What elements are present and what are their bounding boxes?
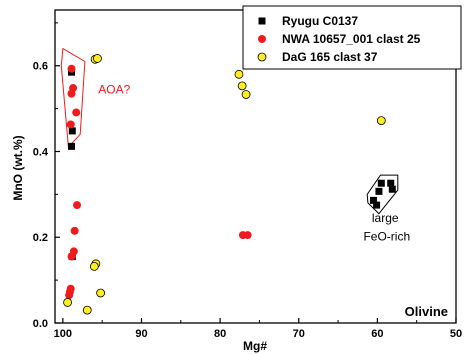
circle-marker: [72, 108, 81, 117]
y-tick-label: 0.4: [33, 146, 49, 158]
legend-box: [242, 5, 462, 70]
annotation-label: FeO-rich: [363, 230, 410, 244]
data-points: [63, 54, 396, 315]
enclosure-outline: [60, 47, 86, 149]
x-tick-label: 60: [371, 328, 383, 340]
y-tick-label: 0.6: [33, 61, 48, 73]
square-marker: [375, 187, 383, 195]
x-tick-label: 50: [450, 328, 462, 340]
circle-marker: [66, 120, 75, 129]
circle-marker: [93, 54, 102, 63]
legend-square-marker: [258, 17, 266, 25]
annotation-label: AOA?: [98, 83, 130, 97]
x-tick-label: 100: [54, 328, 72, 340]
legend-circle-marker: [257, 52, 267, 62]
y-tick-label: 0.0: [33, 318, 48, 330]
axis-ticks: 100 90 80 70 60 50 0.0 0.2 0.4 0.6: [33, 22, 462, 340]
legend-circle-marker: [258, 35, 266, 43]
circle-marker: [237, 81, 247, 91]
x-axis-label: Mg#: [243, 339, 267, 353]
square-marker: [68, 127, 76, 135]
circle-marker: [241, 90, 251, 99]
enclosure-outline: [366, 174, 399, 215]
circle-marker: [89, 262, 99, 271]
circle-marker: [243, 231, 252, 240]
legend-entry-label: DaG 165 clast 37: [282, 50, 378, 64]
circle-marker: [73, 201, 82, 210]
corner-label: Olivine: [405, 304, 448, 319]
x-tick-label: 80: [214, 328, 226, 340]
y-tick-label: 0.2: [33, 232, 48, 244]
square-marker: [373, 201, 381, 209]
x-tick-label: 70: [293, 328, 305, 340]
circle-marker: [376, 116, 386, 126]
circle-marker: [234, 69, 244, 79]
legend-entry-label: Ryugu C0137: [282, 14, 358, 28]
circle-marker: [65, 291, 74, 300]
y-axis-label: MnO (wt.%): [11, 135, 25, 200]
enclosures: [60, 47, 399, 215]
square-marker: [388, 185, 396, 193]
circle-marker: [69, 84, 78, 93]
legend: Ryugu C0137 NWA 10657_001 clast 25 DaG 165…: [242, 5, 462, 70]
circle-marker: [70, 226, 79, 235]
circle-marker: [63, 298, 72, 307]
annotations: AOA? large FeO-rich: [98, 83, 410, 244]
square-marker: [377, 179, 385, 187]
square-marker: [68, 142, 76, 150]
legend-entry-label: NWA 10657_001 clast 25: [282, 32, 421, 46]
circle-marker: [67, 252, 76, 261]
square-marker: [369, 196, 377, 204]
square-marker: [387, 179, 395, 187]
circle-marker: [82, 305, 92, 315]
circle-marker: [96, 288, 106, 298]
circle-marker: [67, 64, 76, 73]
annotation-label: large: [372, 211, 399, 225]
x-tick-label: 90: [135, 328, 147, 340]
